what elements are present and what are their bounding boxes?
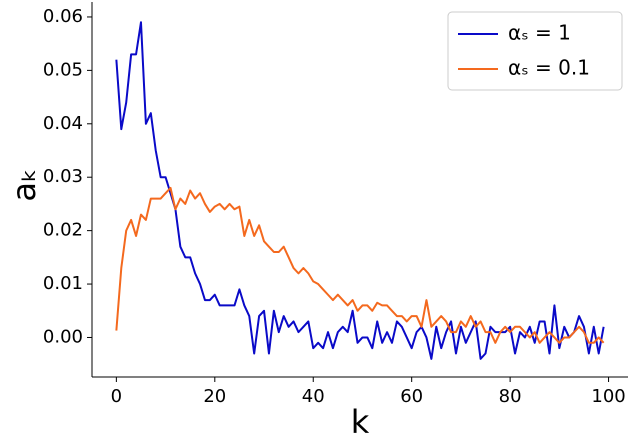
x-tick-label: 20 — [203, 386, 226, 407]
y-tick-label: 0.01 — [43, 273, 83, 294]
x-axis-label: k — [351, 403, 370, 441]
legend-box — [447, 11, 623, 91]
y-tick-label: 0.06 — [43, 6, 83, 27]
x-tick-label: 60 — [400, 386, 423, 407]
data-line — [115, 21, 605, 360]
legend-label: αₛ = 0.1 — [508, 56, 590, 80]
x-tick-label: 0 — [111, 386, 122, 407]
y-tick-label: 0.05 — [43, 59, 83, 80]
y-tick-label: 0.03 — [43, 166, 83, 187]
y-tick-label: 0.02 — [43, 220, 83, 241]
data-line — [115, 186, 605, 344]
legend: αₛ = 1 αₛ = 0.1 — [447, 11, 623, 91]
y-tick-label: 0.04 — [43, 113, 83, 134]
y-tick-label: 0.00 — [43, 326, 83, 347]
legend-label: αₛ = 1 — [508, 21, 571, 45]
x-tick-label: 40 — [302, 386, 325, 407]
x-tick-label: 80 — [499, 386, 522, 407]
x-tick-label: 100 — [591, 386, 625, 407]
y-axis-label: aₖ — [5, 168, 43, 201]
